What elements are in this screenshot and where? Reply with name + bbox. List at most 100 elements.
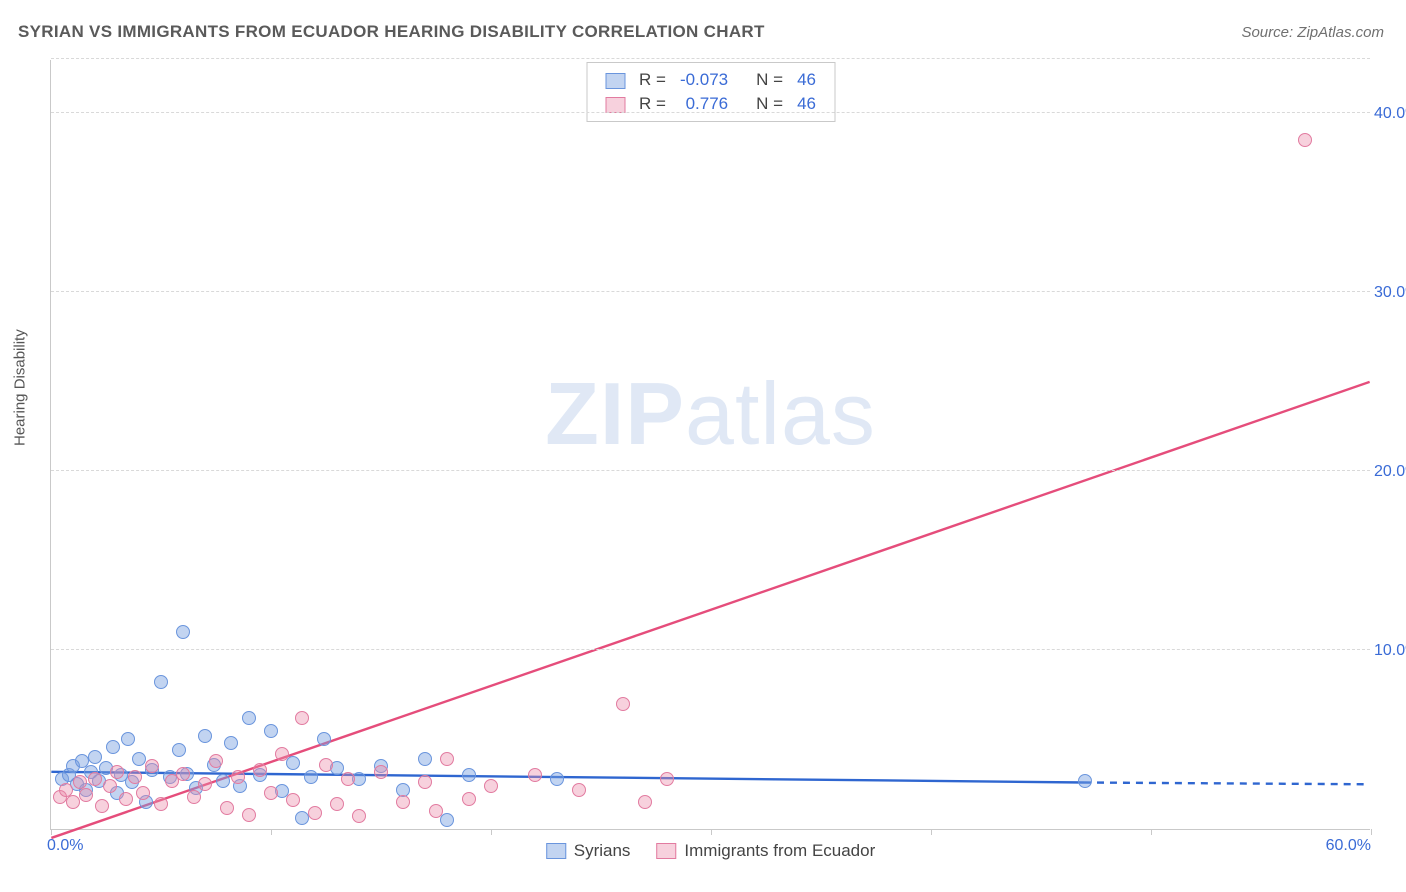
data-point-ecuador	[484, 779, 498, 793]
data-point-ecuador	[95, 799, 109, 813]
trend-line	[51, 382, 1369, 838]
data-point-syrians	[176, 625, 190, 639]
n-value: 46	[791, 69, 822, 91]
data-point-ecuador	[198, 777, 212, 791]
data-point-ecuador	[638, 795, 652, 809]
x-tick	[51, 829, 52, 835]
data-point-syrians	[295, 811, 309, 825]
data-point-ecuador	[440, 752, 454, 766]
data-point-ecuador	[462, 792, 476, 806]
x-tick-label: 0.0%	[47, 837, 83, 855]
x-tick	[931, 829, 932, 835]
data-point-syrians	[440, 813, 454, 827]
data-point-ecuador	[88, 772, 102, 786]
data-point-ecuador	[1298, 133, 1312, 147]
data-point-ecuador	[374, 765, 388, 779]
data-point-ecuador	[429, 804, 443, 818]
correlation-row-syrians: R =-0.073 N =46	[599, 69, 822, 91]
data-point-ecuador	[275, 747, 289, 761]
chart-title: SYRIAN VS IMMIGRANTS FROM ECUADOR HEARIN…	[18, 22, 765, 42]
x-tick-label: 60.0%	[1326, 837, 1371, 855]
data-point-ecuador	[66, 795, 80, 809]
r-value: -0.073	[674, 69, 734, 91]
legend-item-syrians: Syrians	[546, 841, 631, 861]
data-point-syrians	[154, 675, 168, 689]
data-point-ecuador	[319, 758, 333, 772]
x-tick	[1371, 829, 1372, 835]
data-point-ecuador	[528, 768, 542, 782]
data-point-syrians	[286, 756, 300, 770]
data-point-ecuador	[136, 786, 150, 800]
x-tick	[491, 829, 492, 835]
data-point-ecuador	[119, 792, 133, 806]
data-point-ecuador	[616, 697, 630, 711]
data-point-syrians	[418, 752, 432, 766]
data-point-ecuador	[418, 775, 432, 789]
data-point-ecuador	[209, 754, 223, 768]
data-point-ecuador	[79, 788, 93, 802]
data-point-syrians	[304, 770, 318, 784]
gridline	[51, 58, 1370, 59]
source-attribution: Source: ZipAtlas.com	[1241, 24, 1384, 41]
data-point-ecuador	[128, 770, 142, 784]
trend-line	[1084, 783, 1370, 785]
data-point-ecuador	[352, 809, 366, 823]
data-point-ecuador	[110, 765, 124, 779]
data-point-syrians	[1078, 774, 1092, 788]
x-tick	[1151, 829, 1152, 835]
data-point-syrians	[264, 724, 278, 738]
legend-label: Immigrants from Ecuador	[684, 841, 875, 861]
legend-swatch	[605, 73, 625, 89]
correlation-legend: R =-0.073N =46R =0.776N =46	[586, 62, 835, 122]
data-point-ecuador	[572, 783, 586, 797]
y-tick-label: 10.0%	[1374, 642, 1406, 660]
data-point-ecuador	[187, 790, 201, 804]
gridline	[51, 291, 1370, 292]
data-point-ecuador	[286, 793, 300, 807]
gridline	[51, 112, 1370, 113]
data-point-ecuador	[264, 786, 278, 800]
gridline	[51, 470, 1370, 471]
data-point-syrians	[317, 732, 331, 746]
data-point-ecuador	[308, 806, 322, 820]
data-point-syrians	[224, 736, 238, 750]
data-point-ecuador	[660, 772, 674, 786]
y-tick-label: 40.0%	[1374, 105, 1406, 123]
data-point-ecuador	[242, 808, 256, 822]
r-label: R =	[633, 69, 672, 91]
data-point-syrians	[550, 772, 564, 786]
x-tick	[711, 829, 712, 835]
data-point-syrians	[198, 729, 212, 743]
data-point-syrians	[172, 743, 186, 757]
y-axis-title: Hearing Disability	[12, 329, 29, 446]
data-point-syrians	[121, 732, 135, 746]
legend-swatch	[605, 97, 625, 113]
gridline	[51, 649, 1370, 650]
data-point-syrians	[242, 711, 256, 725]
data-point-ecuador	[396, 795, 410, 809]
data-point-ecuador	[145, 759, 159, 773]
legend-item-ecuador: Immigrants from Ecuador	[656, 841, 875, 861]
y-tick-label: 20.0%	[1374, 463, 1406, 481]
data-point-ecuador	[253, 763, 267, 777]
legend-label: Syrians	[574, 841, 631, 861]
n-label: N =	[750, 69, 789, 91]
data-point-syrians	[132, 752, 146, 766]
data-point-ecuador	[341, 772, 355, 786]
data-point-ecuador	[295, 711, 309, 725]
data-point-ecuador	[154, 797, 168, 811]
legend-swatch	[656, 843, 676, 859]
data-point-ecuador	[220, 801, 234, 815]
data-point-ecuador	[176, 767, 190, 781]
data-point-ecuador	[103, 779, 117, 793]
data-point-syrians	[88, 750, 102, 764]
scatter-plot-area: ZIPatlas R =-0.073N =46R =0.776N =46 Syr…	[50, 60, 1370, 830]
data-point-ecuador	[330, 797, 344, 811]
data-point-syrians	[462, 768, 476, 782]
data-point-syrians	[216, 774, 230, 788]
y-tick-label: 30.0%	[1374, 284, 1406, 302]
x-tick	[271, 829, 272, 835]
data-point-syrians	[106, 740, 120, 754]
legend-swatch	[546, 843, 566, 859]
series-legend: Syrians Immigrants from Ecuador	[546, 841, 876, 861]
